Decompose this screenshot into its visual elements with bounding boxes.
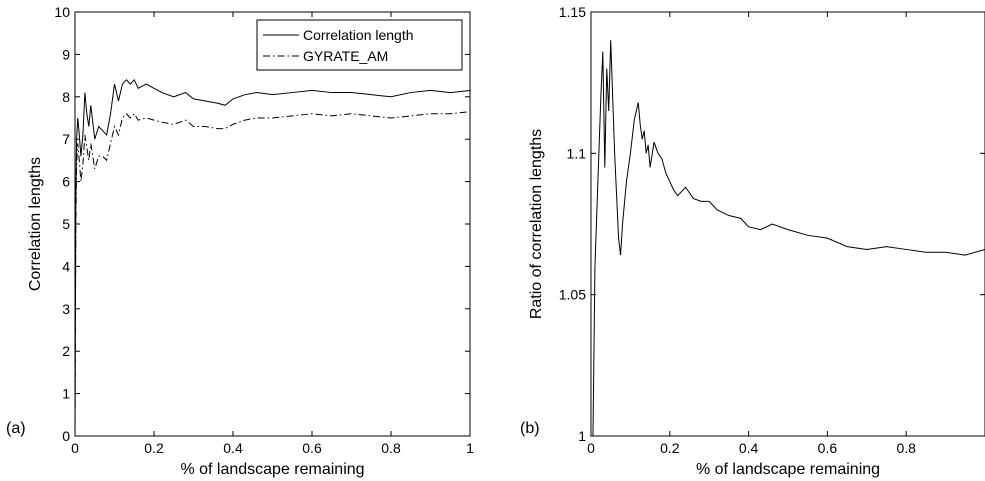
panel-a-x-axis-label: % of landscape remaining (180, 461, 364, 478)
panel-b-series-0-line (592, 40, 985, 436)
panel-b-x-tick-label: 0.4 (739, 440, 759, 456)
panel-b-x-tick-label: 0 (587, 440, 595, 456)
panel-a-legend: Correlation length GYRATE_AM (256, 19, 463, 71)
panel-a-y-tick-label: 5 (62, 216, 70, 232)
panel-b-y-tick-label: 1 (578, 428, 586, 444)
panel-a-x-tick-label: 0.8 (381, 440, 401, 456)
panel-a-series-gyrate-am-line (75, 111, 470, 436)
panel-a-y-tick-label: 7 (62, 131, 70, 147)
panel-a-series-correlation-length-line (75, 78, 470, 436)
panel-b-y-tick-label: 1.1 (567, 145, 587, 161)
panel-a-y-tick-label: 9 (62, 46, 70, 62)
panel-a-x-tick-label: 0 (71, 440, 79, 456)
panel-a-x-tick-label: 1 (466, 440, 474, 456)
panel-a-y-tick-label: 2 (62, 343, 70, 359)
panel-a-y-tick-label: 8 (62, 89, 70, 105)
panel-a-legend-box (256, 19, 463, 71)
panel-b-x-tick-label: 0.8 (896, 440, 916, 456)
panel-a-y-tick-label: 1 (62, 386, 70, 402)
panel-a-y-tick-label: 4 (62, 258, 70, 274)
panel-a-y-tick-label: 10 (54, 4, 70, 20)
panel-b-x-tick-label: 0.6 (818, 440, 838, 456)
panel-a-axes-frame (74, 11, 471, 437)
panel-b-y-tick-label: 1.15 (559, 4, 586, 20)
panel-b-y-tick-label: 1.05 (559, 287, 586, 303)
panel-a-y-tick-label: 3 (62, 301, 70, 317)
panel-b-x-axis-label: % of landscape remaining (696, 461, 880, 478)
panel-a-panel-label: (a) (6, 420, 26, 437)
panel-b-panel-label: (b) (520, 420, 540, 437)
panel-b-axes-frame (590, 11, 985, 437)
panel-b-y-axis-label: Ratio of correlation lengths (528, 129, 545, 319)
panel-a-x-tick-label: 0.4 (223, 440, 243, 456)
panel-a-x-tick-label: 0.6 (302, 440, 322, 456)
panel-b-x-tick-label: 0.2 (660, 440, 680, 456)
panel-b-chart: 0 0.2 0.4 0.6 0.8 1 1.05 1.1 1.15 % of landscape … (520, 4, 985, 478)
panel-a-legend-entry: Correlation length (303, 27, 414, 43)
panel-a-x-tick-label: 0.2 (144, 440, 164, 456)
panel-a-y-tick-label: 0 (62, 428, 70, 444)
panel-a-legend-entry: GYRATE_AM (303, 48, 388, 64)
panel-a-y-axis-label: Correlation lengths (27, 157, 44, 291)
panel-a-y-tick-label: 6 (62, 174, 70, 190)
